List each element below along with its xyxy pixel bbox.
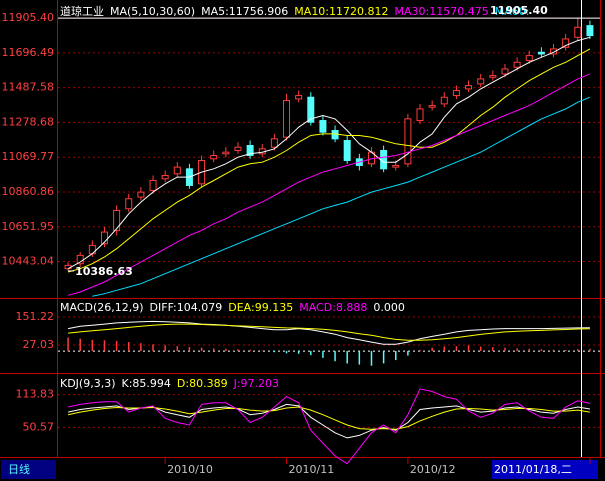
max-label: 11905.40 — [490, 4, 548, 17]
candle-body — [392, 164, 400, 168]
candle-body — [586, 25, 594, 37]
candle-body — [222, 151, 230, 155]
x-tick-label: 2010/11 — [289, 463, 335, 476]
y-tick-label: 151.22 — [16, 310, 55, 323]
period-label: 日线 — [8, 462, 30, 476]
candle-body — [416, 108, 424, 122]
candle-body — [125, 198, 133, 210]
header-label: J:97.203 — [233, 377, 279, 390]
header-label: K:85.994 — [122, 377, 171, 390]
candle-body — [343, 140, 351, 161]
y-tick-label: 10860.86 — [2, 185, 55, 198]
y-tick-label: 11696.49 — [2, 46, 55, 59]
y-tick-label: 10443.04 — [2, 255, 55, 268]
candle-body — [525, 55, 533, 62]
header-label: MA10:11720.812 — [294, 5, 388, 18]
header-label: KDJ(9,3,3) — [60, 377, 116, 390]
header-label: DIFF:104.079 — [150, 301, 223, 314]
indicator-line — [68, 320, 590, 345]
min-label: 10386.63 — [75, 265, 133, 278]
candle-body — [210, 154, 218, 160]
indicator-line — [92, 96, 591, 297]
period-tab[interactable] — [1, 460, 56, 479]
candle-body — [149, 179, 157, 191]
indicator-line — [67, 73, 591, 296]
header-label: D:80.389 — [177, 377, 228, 390]
candle-body — [562, 38, 570, 48]
candle-body — [234, 146, 242, 152]
x-tick-label: 2011/01/18,二 — [494, 463, 572, 476]
candle-body — [440, 96, 448, 105]
header-label: MA5:11756.906 — [201, 5, 288, 18]
header-label: MA(5,10,30,60) — [110, 5, 195, 18]
y-tick-label: 11278.68 — [2, 115, 55, 128]
indicator-line — [67, 48, 591, 273]
cursor-date-bg — [492, 460, 598, 479]
indicator-line — [68, 323, 590, 341]
candle-body — [452, 90, 460, 97]
candle-body — [319, 120, 327, 133]
candle-body — [173, 166, 181, 175]
header-label: 0.000 — [373, 301, 405, 314]
y-tick-label: 10651.95 — [2, 220, 55, 233]
candle-body — [100, 231, 108, 245]
candle-body — [380, 150, 388, 170]
y-tick-label: 50.57 — [23, 420, 55, 433]
candle-body — [161, 174, 169, 180]
header-label: MA30:11570.475 — [395, 5, 489, 18]
candle-body — [513, 61, 521, 68]
x-tick-label: 2010/10 — [167, 463, 213, 476]
x-tick-label: 2010/12 — [410, 463, 456, 476]
candle-body — [113, 209, 121, 231]
candle-body — [501, 68, 509, 75]
candle-body — [428, 105, 436, 108]
candle-body — [88, 244, 96, 255]
candle-body — [550, 48, 558, 55]
candle-body — [331, 130, 339, 140]
header-label: MACD:8.888 — [299, 301, 367, 314]
y-tick-label: 11487.58 — [2, 81, 55, 94]
y-tick-label: 11905.40 — [2, 11, 55, 24]
candle-body — [295, 95, 303, 100]
y-tick-label: 11069.77 — [2, 150, 55, 163]
indicator-line — [67, 36, 591, 270]
y-tick-label: 27.03 — [23, 338, 55, 351]
candle-body — [537, 51, 545, 55]
candle-body — [465, 85, 473, 90]
candle-body — [574, 26, 582, 38]
candle-body — [404, 118, 412, 165]
candle-body — [307, 96, 315, 123]
indicator-line — [67, 388, 591, 465]
header-label: DEA:99.135 — [228, 301, 293, 314]
candle-body — [137, 191, 145, 198]
header-label: MA60: — [495, 5, 530, 18]
header-label: MACD(26,12,9) — [60, 301, 144, 314]
candle-body — [246, 145, 254, 156]
y-tick-label: 113.83 — [16, 388, 55, 401]
candle-body — [489, 75, 497, 78]
candle-body — [283, 100, 291, 138]
candle-body — [477, 78, 485, 85]
header-label: 道琼工业 — [60, 4, 104, 18]
candle-body — [270, 138, 278, 148]
